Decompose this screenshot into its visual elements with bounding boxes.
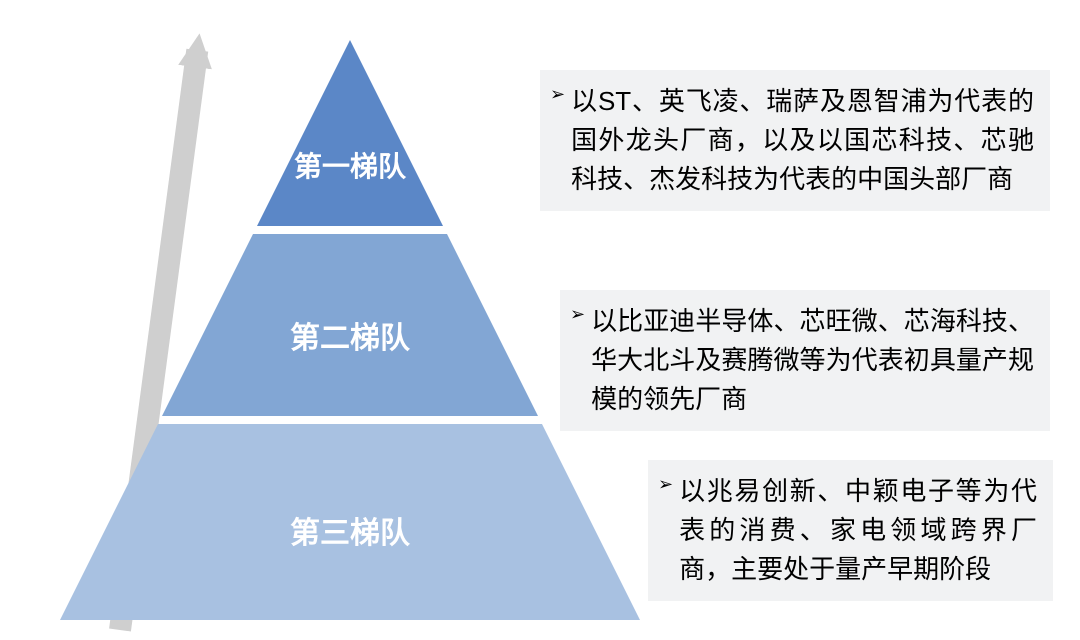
pyramid-tier-1 <box>257 40 443 226</box>
tier2-description-text: 以比亚迪半导体、芯旺微、芯海科技、华大北斗及赛腾微等为代表初具量产规模的领先厂商 <box>591 302 1034 419</box>
diagram-stage: 第一梯队 第二梯队 第三梯队 ➢ 以ST、英飞凌、瑞萨及恩智浦为代表的国外龙头厂… <box>0 0 1080 640</box>
tier2-description: ➢ 以比亚迪半导体、芯旺微、芯海科技、华大北斗及赛腾微等为代表初具量产规模的领先… <box>560 290 1050 431</box>
bullet-icon: ➢ <box>570 302 585 419</box>
tier2-label: 第二梯队 <box>290 313 410 357</box>
tier1-description-text: 以ST、英飞凌、瑞萨及恩智浦为代表的国外龙头厂商，以及以国芯科技、芯驰科技、杰发… <box>571 82 1034 199</box>
tier3-description: ➢ 以兆易创新、中颖电子等为代表的消费、家电领域跨界厂商，主要处于量产早期阶段 <box>648 460 1053 601</box>
bullet-icon: ➢ <box>658 472 673 589</box>
bullet-icon: ➢ <box>550 82 565 199</box>
tier3-description-text: 以兆易创新、中颖电子等为代表的消费、家电领域跨界厂商，主要处于量产早期阶段 <box>679 472 1037 589</box>
tier1-description: ➢ 以ST、英飞凌、瑞萨及恩智浦为代表的国外龙头厂商，以及以国芯科技、芯驰科技、… <box>540 70 1050 211</box>
tier3-label: 第三梯队 <box>290 508 410 552</box>
tier1-label: 第一梯队 <box>294 145 406 185</box>
